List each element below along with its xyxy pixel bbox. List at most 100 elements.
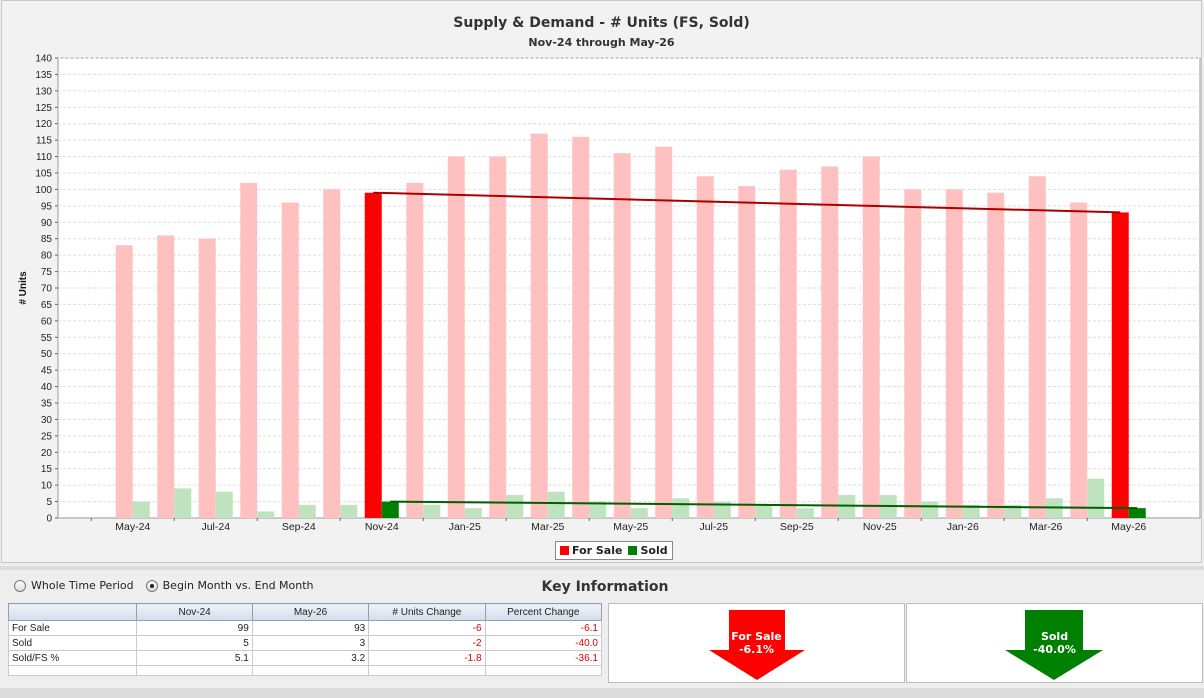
bar-for-sale bbox=[779, 169, 797, 518]
legend-swatch-sold bbox=[628, 546, 638, 555]
cell-change: -2 bbox=[368, 635, 486, 651]
cell-pct: -36.1 bbox=[484, 650, 603, 666]
whole-period-radio[interactable] bbox=[14, 579, 26, 592]
y-tick-label: 120 bbox=[35, 119, 52, 130]
bar-sold bbox=[672, 498, 690, 518]
begin-end-radio[interactable] bbox=[145, 579, 158, 592]
legend-item-for-sale: For Sale bbox=[560, 544, 622, 557]
bottom-strip bbox=[0, 688, 1204, 698]
bar-sold bbox=[298, 504, 316, 518]
trend-line bbox=[390, 500, 1138, 510]
y-tick-label: 10 bbox=[41, 481, 53, 492]
y-tick-label: 50 bbox=[41, 349, 53, 360]
y-tick-label: 25 bbox=[41, 431, 53, 442]
bar-for-sale bbox=[613, 153, 631, 519]
for-sale-arrow-value: -6.1% bbox=[738, 643, 775, 656]
chart-subtitle: Nov-24 through May-26 bbox=[528, 36, 675, 49]
bar-for-sale bbox=[696, 176, 714, 519]
bar-sold bbox=[423, 504, 441, 518]
bar-for-sale bbox=[406, 182, 424, 518]
cell-change: -6 bbox=[368, 620, 486, 636]
sold-arrow-panel: Sold -40.0% bbox=[906, 603, 1203, 683]
x-tick-label: Mar-26 bbox=[1029, 521, 1062, 533]
column-header-end: May-26 bbox=[251, 603, 370, 621]
legend-swatch-for-sale bbox=[560, 546, 569, 555]
y-axis-label: # Units bbox=[18, 271, 29, 305]
bar-for-sale bbox=[157, 235, 175, 518]
bar-sold bbox=[174, 488, 192, 518]
bar-sold bbox=[506, 495, 524, 518]
x-tick-label: Nov-24 bbox=[365, 521, 399, 533]
bar-for-sale bbox=[530, 133, 548, 519]
bar-for-sale bbox=[115, 245, 133, 519]
bar-for-sale bbox=[1028, 176, 1046, 519]
y-tick-label: 40 bbox=[41, 382, 53, 393]
x-tick-label: Sep-25 bbox=[780, 521, 814, 533]
cell-end: 3 bbox=[251, 635, 370, 651]
x-tick-label: Nov-25 bbox=[863, 521, 897, 533]
chart-legend: For Sale Sold bbox=[555, 541, 673, 560]
bar-for-sale bbox=[572, 136, 590, 518]
bar-for-sale bbox=[821, 166, 839, 518]
bar-chart: 0 5 10 15 20 25 30 35 40 45 50 55 60 65 70 75 80 85 90 95 10… bbox=[18, 54, 1201, 533]
column-header-percent-change: Percent Change bbox=[484, 603, 603, 621]
bar-for-sale bbox=[1111, 212, 1129, 518]
bar-for-sale bbox=[945, 189, 963, 518]
y-tick-label: 80 bbox=[41, 251, 53, 262]
bar-sold bbox=[630, 508, 648, 518]
bar-sold bbox=[589, 501, 607, 518]
bar-sold bbox=[132, 501, 150, 518]
sold-arrow-title: Sold bbox=[1040, 630, 1069, 643]
y-tick-label: 5 bbox=[46, 497, 52, 508]
y-tick-label: 125 bbox=[35, 103, 52, 114]
bar-sold bbox=[257, 511, 275, 518]
cell-start: 5.1 bbox=[136, 650, 253, 666]
y-tick-label: 60 bbox=[41, 316, 53, 327]
whole-period-option[interactable]: Whole Time Period bbox=[14, 579, 134, 592]
bar-sold bbox=[1128, 508, 1146, 518]
bar-sold bbox=[1004, 504, 1022, 518]
y-tick-label: 30 bbox=[41, 415, 53, 426]
y-tick-label: 100 bbox=[35, 185, 52, 196]
bar-sold bbox=[1087, 478, 1105, 518]
bar-for-sale bbox=[987, 192, 1005, 518]
column-header-blank bbox=[7, 603, 138, 621]
y-tick-label: 70 bbox=[41, 284, 53, 295]
y-tick-label: 90 bbox=[41, 218, 53, 229]
bar-sold bbox=[215, 491, 233, 518]
chart-panel: Supply & Demand - # Units (FS, Sold) Nov… bbox=[1, 0, 1202, 563]
begin-end-option[interactable]: Begin Month vs. End Month bbox=[145, 579, 314, 592]
bar-sold bbox=[713, 501, 731, 518]
bar-for-sale bbox=[240, 182, 258, 518]
for-sale-arrow-panel: For Sale -6.1% bbox=[608, 603, 905, 683]
cell-change: -1.8 bbox=[368, 650, 486, 666]
trend-line bbox=[373, 191, 1121, 214]
column-header-units-change: # Units Change bbox=[368, 603, 486, 621]
period-controls: Whole Time Period Begin Month vs. End Mo… bbox=[14, 579, 314, 592]
legend-item-sold: Sold bbox=[628, 544, 668, 557]
cell-start: 99 bbox=[136, 620, 253, 636]
y-tick-label: 0 bbox=[46, 514, 52, 525]
y-tick-label: 140 bbox=[35, 54, 52, 65]
for-sale-arrow-title: For Sale bbox=[731, 630, 782, 643]
row-label: For Sale bbox=[7, 620, 138, 636]
bar-sold bbox=[340, 504, 358, 518]
table-row: Sold/FS % 5.1 3.2 -1.8 -36.1 bbox=[7, 650, 603, 666]
x-tick-label: May-24 bbox=[115, 521, 150, 533]
y-tick-label: 130 bbox=[35, 86, 52, 97]
row-label: Sold bbox=[7, 635, 138, 651]
legend-label-sold: Sold bbox=[640, 544, 668, 557]
down-arrow-icon bbox=[709, 610, 805, 680]
y-tick-label: 110 bbox=[36, 152, 52, 163]
bar-for-sale bbox=[862, 156, 880, 519]
bar-sold bbox=[796, 508, 814, 518]
row-label: Sold/FS % bbox=[7, 650, 138, 666]
down-arrow-icon bbox=[1005, 610, 1103, 680]
bar-for-sale bbox=[738, 186, 756, 518]
y-tick-label: 65 bbox=[41, 300, 53, 311]
legend-label-for-sale: For Sale bbox=[572, 544, 623, 557]
bar-sold bbox=[962, 504, 980, 518]
table-spacer-row bbox=[7, 665, 603, 676]
cell-pct: -6.1 bbox=[484, 620, 603, 636]
key-information-title: Key Information bbox=[541, 579, 669, 595]
